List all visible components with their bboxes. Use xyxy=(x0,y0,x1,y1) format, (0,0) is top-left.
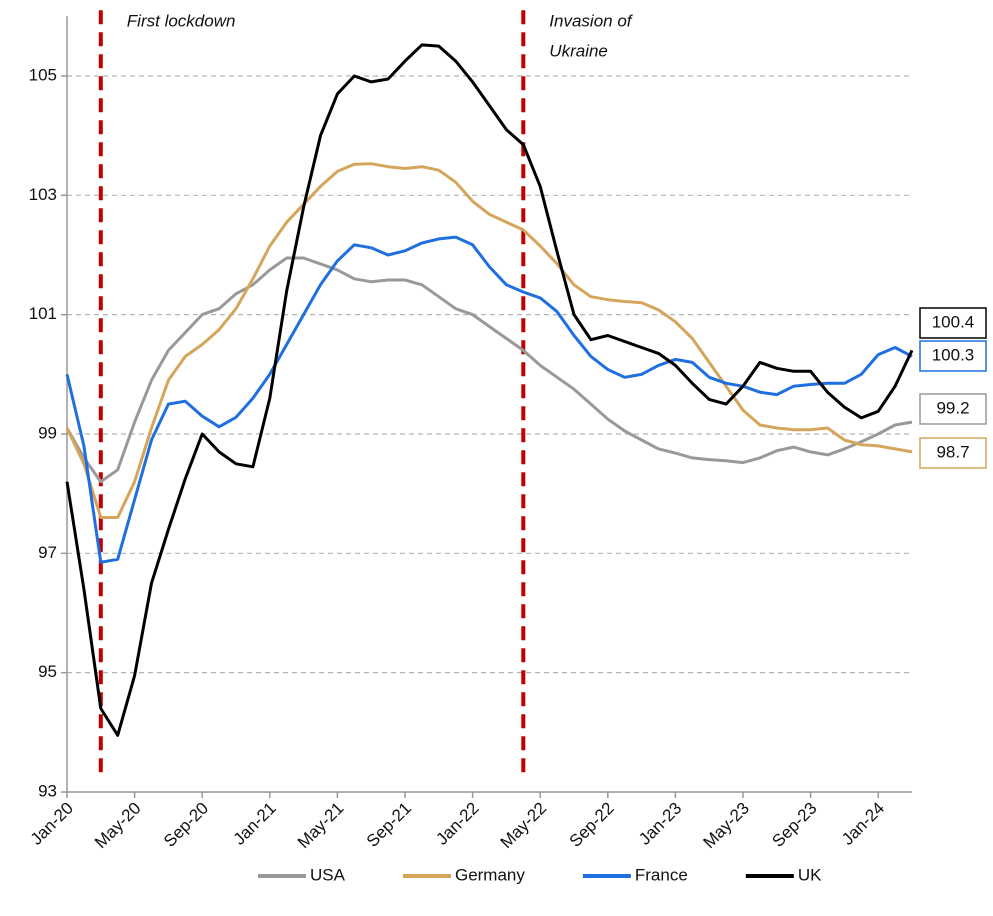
series-line xyxy=(65,43,914,737)
x-tick-label: Sep-20 xyxy=(160,799,212,851)
x-tick-label: Jan-22 xyxy=(432,799,482,849)
x-tick-label: Jan-20 xyxy=(27,799,77,849)
x-tick-label: May-20 xyxy=(91,799,145,853)
y-tick-label: 101 xyxy=(29,304,57,323)
y-tick-label: 103 xyxy=(29,185,57,204)
end-label-box xyxy=(919,307,987,339)
y-tick-label: 99 xyxy=(38,423,57,442)
end-label: 99.2 xyxy=(936,398,969,417)
event-label: First lockdown xyxy=(127,11,236,30)
end-label-box xyxy=(919,393,987,425)
x-tick-label: Sep-22 xyxy=(566,799,618,851)
y-tick-label: 105 xyxy=(29,65,57,84)
series-line xyxy=(65,256,913,484)
x-tick-label: May-22 xyxy=(497,799,551,853)
series-line xyxy=(65,235,913,564)
legend-label: France xyxy=(635,865,688,884)
x-tick-label: Jan-24 xyxy=(838,799,888,849)
event-label: Invasion of xyxy=(549,11,633,30)
x-tick-label: Jan-21 xyxy=(230,799,280,849)
x-tick-label: Sep-23 xyxy=(768,799,820,851)
x-tick-label: Sep-21 xyxy=(363,799,415,851)
x-tick-label: May-23 xyxy=(699,799,753,853)
end-label: 100.4 xyxy=(932,312,975,331)
event-label: Ukraine xyxy=(549,41,608,60)
x-tick-label: May-21 xyxy=(294,799,348,853)
end-label-box xyxy=(919,437,987,469)
y-tick-label: 97 xyxy=(38,543,57,562)
legend-label: Germany xyxy=(455,865,525,884)
end-label: 98.7 xyxy=(936,442,969,461)
legend-label: USA xyxy=(310,865,346,884)
y-tick-label: 95 xyxy=(38,662,57,681)
series-line xyxy=(65,162,913,519)
legend-label: UK xyxy=(798,865,822,884)
x-tick-label: Jan-23 xyxy=(635,799,685,849)
y-tick-label: 93 xyxy=(38,781,57,800)
end-label-box xyxy=(919,340,987,372)
end-label: 100.3 xyxy=(932,345,975,364)
